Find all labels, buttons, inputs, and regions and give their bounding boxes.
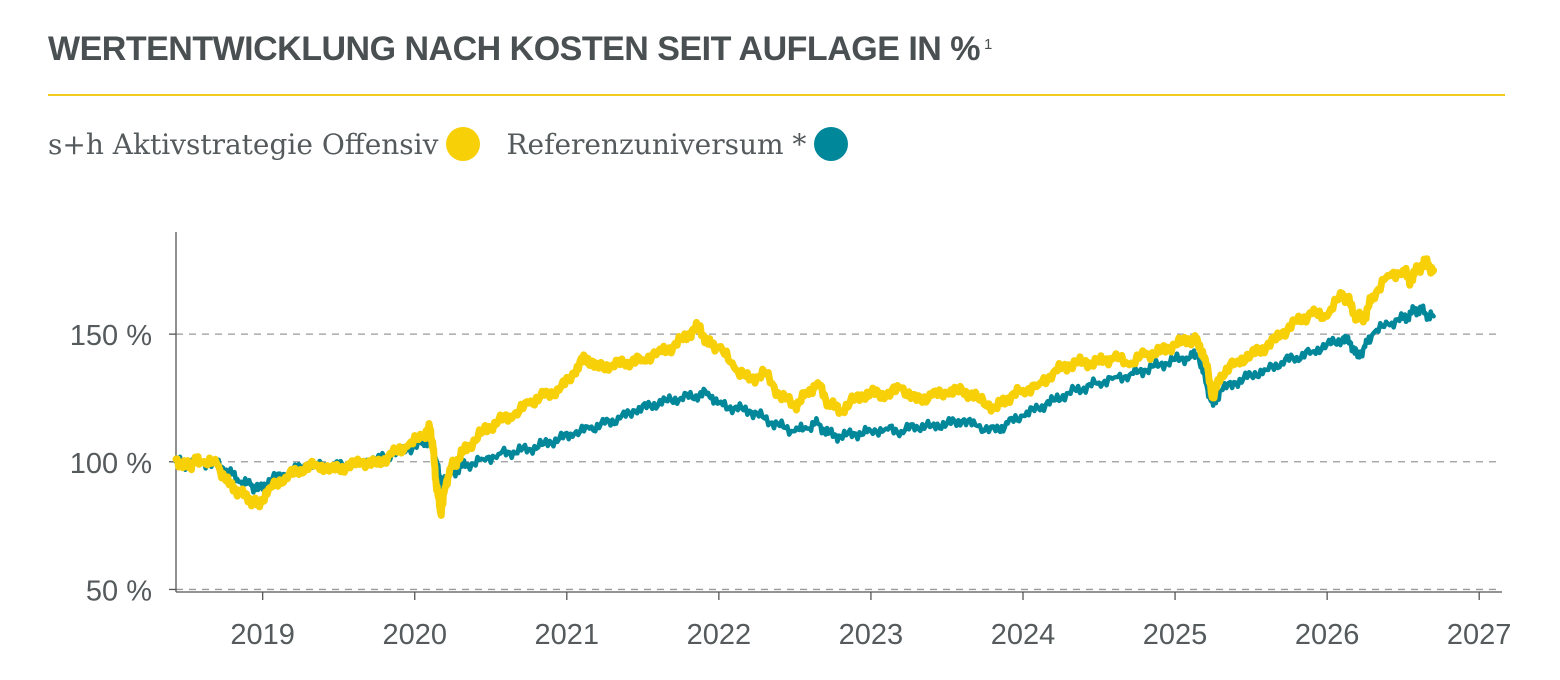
x-tick-label: 2019	[230, 619, 295, 651]
legend-dot-fund	[446, 127, 481, 161]
legend-item-reference: Referenzuniversum *	[506, 127, 849, 161]
legend-dot-reference	[814, 127, 849, 161]
x-tick-label: 2021	[535, 619, 600, 651]
x-tick-label: 2020	[382, 619, 447, 651]
x-tick-label: 2027	[1447, 619, 1512, 651]
y-tick-label: 100 %	[70, 448, 152, 480]
y-tick-label: 50 %	[86, 575, 152, 607]
page-title: WERTENTWICKLUNG NACH KOSTEN SEIT AUFLAGE…	[48, 30, 992, 69]
x-tick-label: 2026	[1295, 619, 1360, 651]
series-line-0	[172, 255, 1438, 519]
x-tick-label: 2022	[687, 619, 752, 651]
x-tick-label: 2024	[991, 619, 1056, 651]
x-tick-label: 2023	[839, 619, 904, 651]
legend-label-reference: Referenzuniversum *	[506, 127, 807, 161]
axes	[169, 232, 1502, 600]
footnote-marker: 1	[984, 36, 992, 53]
y-tick-label: 150 %	[70, 320, 152, 352]
x-tick-label: 2025	[1143, 619, 1208, 651]
legend-item-fund: s+h Aktivstrategie Offensiv	[48, 127, 481, 161]
title-divider	[48, 94, 1505, 96]
series-lines	[172, 255, 1438, 519]
title-text: WERTENTWICKLUNG NACH KOSTEN SEIT AUFLAGE…	[48, 30, 981, 68]
legend-label-fund: s+h Aktivstrategie Offensiv	[48, 127, 439, 161]
tick-labels: 50 % 100 % 150 % 2019 2020 2021 2022 2023 2024 20…	[70, 320, 1512, 651]
chart-legend: s+h Aktivstrategie Offensiv Referenzuniv…	[48, 124, 874, 164]
